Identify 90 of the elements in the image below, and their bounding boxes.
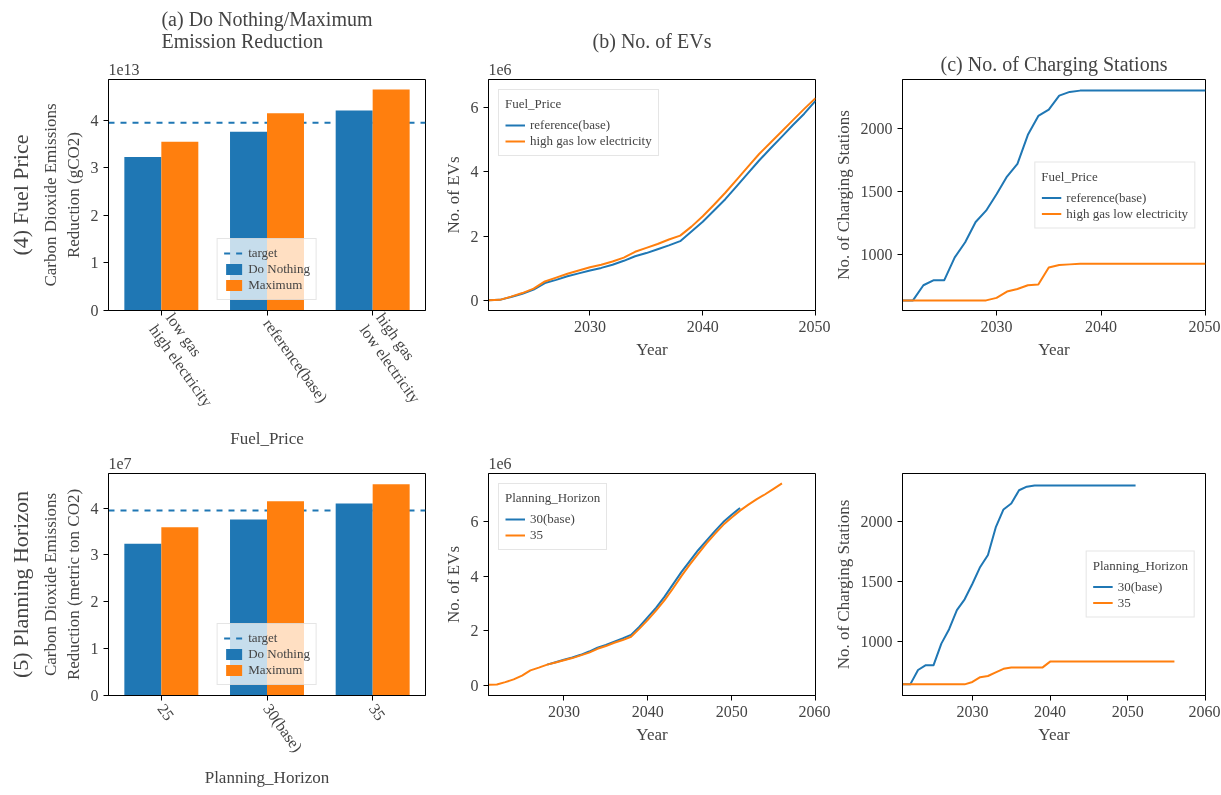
legend-label: 35 — [530, 527, 544, 543]
bar — [372, 484, 410, 696]
y-tick-label: 1500 — [860, 183, 893, 201]
x-tick-label: 2040 — [686, 317, 719, 335]
chart-title: (c) No. of Charging Stations — [940, 52, 1168, 76]
legend-label: 30(base) — [530, 511, 575, 527]
y-tick-label: 1000 — [860, 632, 893, 650]
x-tick-label: 2030 — [573, 317, 606, 335]
legend-label: 35 — [1117, 594, 1132, 611]
legend-title: Fuel_Price — [1041, 168, 1099, 184]
y-tick-label: 2 — [470, 227, 479, 245]
text: (5) Planning Horizon — [7, 491, 33, 678]
x-tick-label: 2040 — [1034, 702, 1067, 720]
x-tick-label: 2050 — [1188, 317, 1221, 335]
y-axis-title: No. of EVs — [443, 156, 463, 234]
x-tick-label: 2030 — [980, 317, 1013, 335]
legend-label: Do Nothing — [248, 646, 310, 662]
text: 1e13 — [108, 60, 140, 78]
x-tick-label: 2050 — [798, 317, 831, 335]
y-tick-label: 2000 — [860, 120, 893, 138]
y-tick-label: 1000 — [860, 246, 893, 264]
bar — [124, 543, 162, 696]
legend-label: Do Nothing — [248, 261, 310, 277]
line-series — [902, 262, 1206, 302]
text: 1e7 — [108, 454, 132, 472]
y-tick-label: 2 — [90, 593, 99, 611]
x-axis-title: Year — [636, 339, 668, 359]
y-tick-label: 3 — [90, 546, 99, 564]
y-tick-label: 0 — [90, 302, 99, 319]
bar — [161, 141, 199, 311]
legend-label: high gas low electricity — [1066, 205, 1188, 221]
y-tick-label: 4 — [470, 163, 479, 181]
legend-label: target — [248, 630, 278, 646]
legend-title: Planning_Horizon — [505, 490, 601, 506]
y-tick-label: 6 — [470, 98, 479, 116]
y-tick-label: 0 — [470, 676, 479, 694]
legend-label: high gas low electricity — [530, 133, 652, 149]
x-axis-title: Year — [1038, 339, 1070, 359]
x-tick-label: 2040 — [1085, 317, 1118, 335]
x-tick-label: 2040 — [631, 702, 664, 720]
text: 1e6 — [488, 454, 512, 472]
y-tick-label: 1 — [90, 254, 99, 272]
legend-label: reference(base) — [1066, 189, 1147, 205]
x-tick-label: 25 — [154, 700, 178, 724]
x-tick-label: 2050 — [715, 702, 748, 720]
y-tick-label: 1500 — [860, 572, 893, 590]
x-tick-label: 2030 — [956, 702, 989, 720]
y-tick-label: 1 — [90, 640, 99, 658]
bar — [124, 156, 162, 311]
x-tick-label: 2060 — [798, 702, 831, 720]
bar — [161, 527, 199, 696]
x-axis-title: Fuel_Price — [230, 428, 304, 448]
bar — [335, 110, 373, 311]
y-tick-label: 4 — [470, 567, 479, 585]
y-axis-title: No. of Charging Stations — [833, 110, 853, 280]
x-tick-label: 35 — [365, 700, 389, 724]
legend-label: Maximum — [248, 662, 303, 678]
bar — [335, 503, 373, 696]
legend-title: Planning_Horizon — [1092, 557, 1188, 574]
text: (4) Fuel Price — [7, 134, 33, 256]
y-axis-title: No. of Charging Stations — [833, 499, 853, 670]
y-tick-label: 3 — [90, 159, 99, 177]
text: 1e6 — [488, 60, 512, 78]
y-tick-label: 2 — [470, 622, 479, 640]
y-axis-title: Carbon Dioxide Emissions Reduction (gCO2) — [40, 103, 83, 287]
y-tick-label: 2000 — [860, 512, 893, 530]
x-tick-label: 2050 — [1111, 702, 1144, 720]
y-tick-label: 0 — [470, 292, 479, 310]
x-axis-title: Year — [636, 724, 668, 744]
line-series — [488, 482, 783, 686]
x-tick-label: 2060 — [1188, 702, 1221, 720]
bar — [372, 89, 410, 311]
legend-label: Maximum — [248, 277, 303, 293]
legend-label: 30(base) — [1117, 578, 1163, 595]
y-axis-title: Carbon Dioxide Emissions Reduction (metric ton CO2) — [40, 488, 83, 681]
y-tick-label: 2 — [90, 206, 99, 224]
chart-title: (b) No. of EVs — [592, 29, 712, 53]
y-tick-label: 0 — [90, 687, 99, 704]
chart-title: (a) Do Nothing/Maximum Emission Reduction — [161, 7, 373, 52]
y-tick-label: 4 — [90, 111, 99, 129]
x-axis-title: Year — [1038, 724, 1070, 744]
y-tick-label: 6 — [470, 513, 479, 531]
legend-label: target — [248, 245, 278, 261]
legend-label: reference(base) — [530, 117, 611, 133]
y-tick-label: 4 — [90, 499, 99, 517]
x-axis-title: Planning_Horizon — [204, 768, 330, 788]
line-series — [902, 660, 1176, 686]
y-axis-title: No. of EVs — [443, 546, 463, 623]
legend-title: Fuel_Price — [505, 96, 563, 112]
x-tick-label: 2030 — [547, 702, 580, 720]
